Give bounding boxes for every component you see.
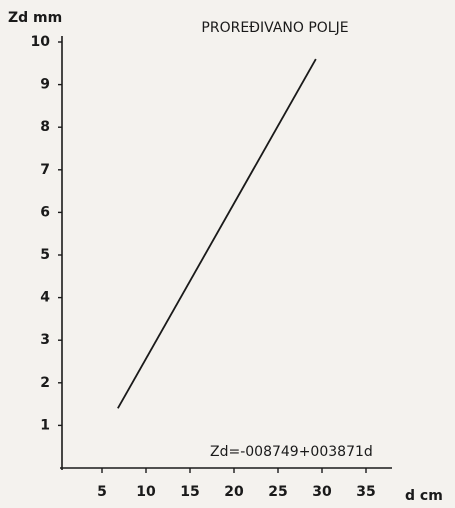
x-tick-label: 10 (136, 484, 156, 500)
y-tick-label: 6 (40, 204, 50, 220)
y-tick-label: 7 (40, 162, 50, 178)
y-tick-label: 2 (40, 375, 50, 391)
y-tick-label: 9 (40, 77, 50, 93)
y-axis-label: Zd mm (8, 10, 62, 26)
y-tick-label: 10 (31, 34, 51, 50)
x-tick-label: 25 (268, 484, 287, 500)
y-tick-label: 3 (40, 332, 50, 348)
y-tick-label: 1 (40, 417, 50, 433)
x-tick-label: 5 (97, 484, 107, 500)
y-tick-label: 8 (40, 119, 50, 135)
y-tick-label: 4 (40, 290, 50, 306)
annotation: Zd=-008749+003871d (210, 444, 373, 460)
x-tick-label: 20 (224, 484, 244, 500)
y-tick-label: 5 (40, 247, 50, 263)
line (117, 58, 317, 409)
x-tick-label: 15 (180, 484, 199, 500)
x-axis-label: d cm (405, 488, 443, 504)
x-tick-label: 35 (356, 484, 375, 500)
x-tick-label: 30 (312, 484, 332, 500)
chart-title: PROREĐIVANO POLJE (201, 20, 348, 36)
